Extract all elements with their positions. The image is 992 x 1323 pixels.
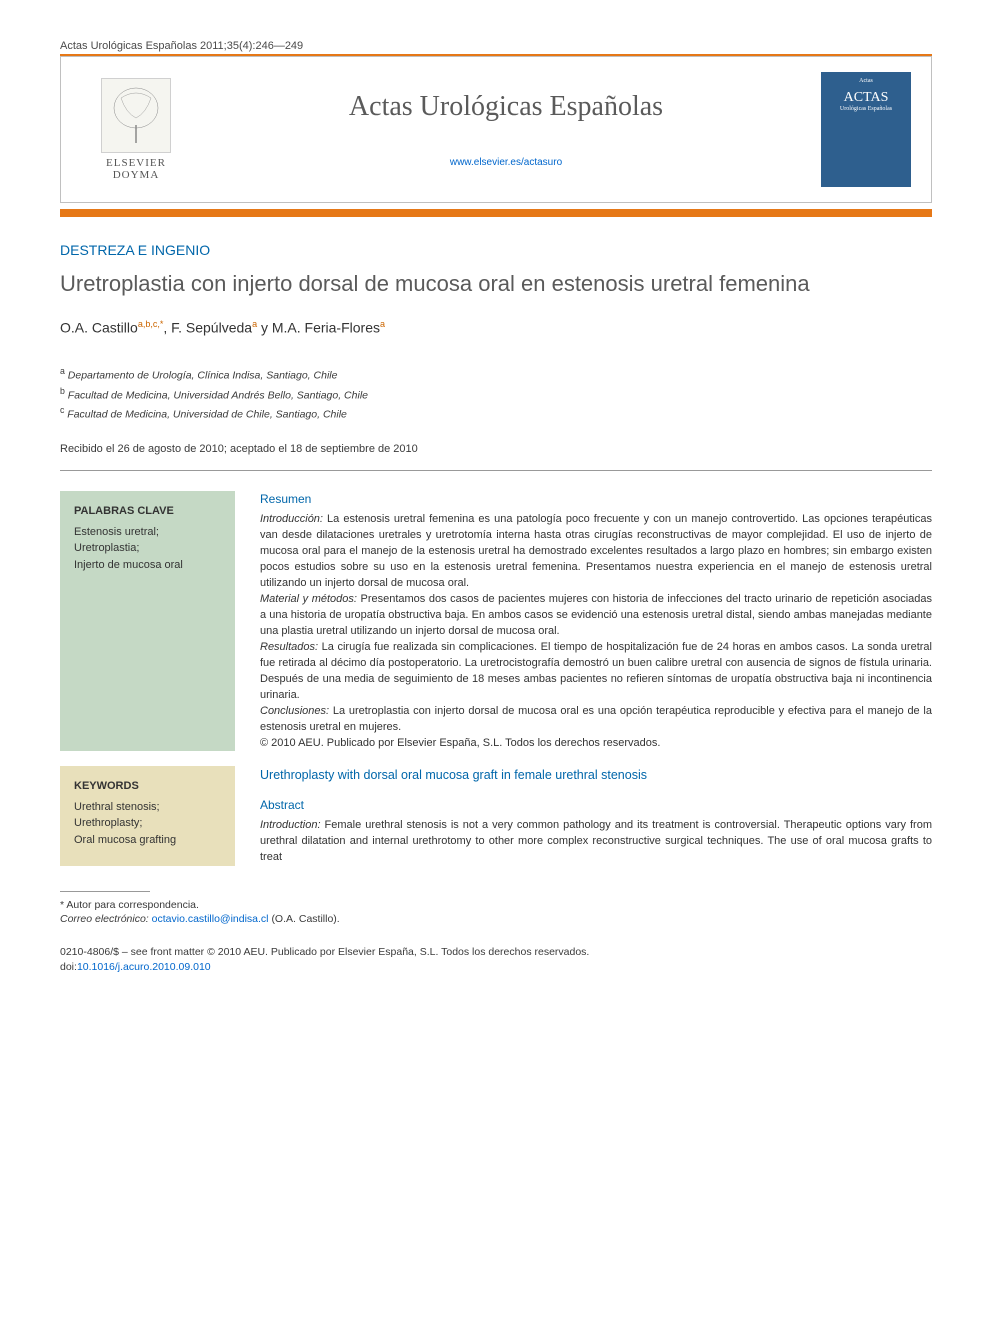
doi-link[interactable]: 10.1016/j.acuro.2010.09.010 bbox=[77, 961, 211, 973]
spanish-abstract-section: PALABRAS CLAVE Estenosis uretral; Uretro… bbox=[60, 491, 932, 751]
keywords-spanish-box: PALABRAS CLAVE Estenosis uretral; Uretro… bbox=[60, 491, 235, 751]
affiliations: a Departamento de Urología, Clínica Indi… bbox=[60, 365, 932, 423]
author-email[interactable]: octavio.castillo@indisa.cl bbox=[152, 913, 269, 925]
corresponding-author-footnote: * Autor para correspondencia. Correo ele… bbox=[60, 898, 932, 927]
abstract-intro-en: Introduction: Female urethral stenosis i… bbox=[260, 818, 932, 866]
abstract-header-en: Abstract bbox=[260, 797, 932, 814]
footnote-separator bbox=[60, 891, 150, 892]
keywords-label-en: KEYWORDS bbox=[74, 778, 221, 795]
keywords-list-es: Estenosis uretral; Uretroplastia; Injert… bbox=[74, 524, 221, 574]
divider bbox=[60, 470, 932, 471]
journal-name: Actas Urológicas Españolas bbox=[191, 91, 821, 123]
keywords-list-en: Urethral stenosis; Urethroplasty; Oral m… bbox=[74, 799, 221, 849]
article-title: Uretroplastia con injerto dorsal de muco… bbox=[60, 270, 932, 299]
cover-small-text: Actas bbox=[859, 78, 873, 84]
header-divider bbox=[60, 209, 932, 217]
publisher-logo-block: ELSEVIER DOYMA bbox=[81, 78, 191, 181]
received-accepted-dates: Recibido el 26 de agosto de 2010; acepta… bbox=[60, 443, 932, 455]
citation: Actas Urológicas Españolas 2011;35(4):24… bbox=[60, 40, 932, 52]
journal-header: ELSEVIER DOYMA Actas Urológicas Española… bbox=[60, 56, 932, 203]
article-section-label: DESTREZA E INGENIO bbox=[60, 242, 932, 258]
cover-sub-text: Urológicas Españolas bbox=[840, 106, 892, 112]
keywords-label-es: PALABRAS CLAVE bbox=[74, 503, 221, 520]
cover-main-text: ACTAS bbox=[844, 90, 889, 106]
english-abstract-section: KEYWORDS Urethral stenosis; Urethroplast… bbox=[60, 766, 932, 865]
email-label: Correo electrónico: bbox=[60, 913, 149, 925]
abstract-intro: Introducción: La estenosis uretral femen… bbox=[260, 512, 932, 592]
journal-cover-thumbnail: Actas ACTAS Urológicas Españolas bbox=[821, 72, 911, 187]
corresponding-label: * Autor para correspondencia. bbox=[60, 898, 932, 913]
issn-copyright-block: 0210-4806/$ – see front matter © 2010 AE… bbox=[60, 945, 932, 974]
keywords-english-box: KEYWORDS Urethral stenosis; Urethroplast… bbox=[60, 766, 235, 865]
english-article-title: Urethroplasty with dorsal oral mucosa gr… bbox=[260, 766, 932, 784]
abstract-spanish: Resumen Introducción: La estenosis uretr… bbox=[260, 491, 932, 751]
journal-title-block: Actas Urológicas Españolas www.elsevier.… bbox=[191, 91, 821, 169]
resumen-header: Resumen bbox=[260, 491, 932, 508]
authors-list: O.A. Castilloa,b,c,*, F. Sepúlvedaa y M.… bbox=[60, 319, 932, 336]
abstract-methods: Material y métodos: Presentamos dos caso… bbox=[260, 592, 932, 640]
email-author-name: (O.A. Castillo). bbox=[271, 913, 339, 925]
abstract-english: Urethroplasty with dorsal oral mucosa gr… bbox=[260, 766, 932, 865]
journal-url[interactable]: www.elsevier.es/actasuro bbox=[450, 157, 562, 168]
doi-label: doi: bbox=[60, 961, 77, 973]
abstract-conclusions: Conclusiones: La uretroplastia con injer… bbox=[260, 704, 932, 736]
abstract-results: Resultados: La cirugía fue realizada sin… bbox=[260, 640, 932, 704]
elsevier-tree-icon bbox=[101, 78, 171, 153]
publisher-name-top: ELSEVIER bbox=[106, 157, 166, 169]
publisher-name-bottom: DOYMA bbox=[113, 169, 160, 181]
abstract-copyright: © 2010 AEU. Publicado por Elsevier Españ… bbox=[260, 736, 932, 752]
issn-line: 0210-4806/$ – see front matter © 2010 AE… bbox=[60, 945, 932, 960]
